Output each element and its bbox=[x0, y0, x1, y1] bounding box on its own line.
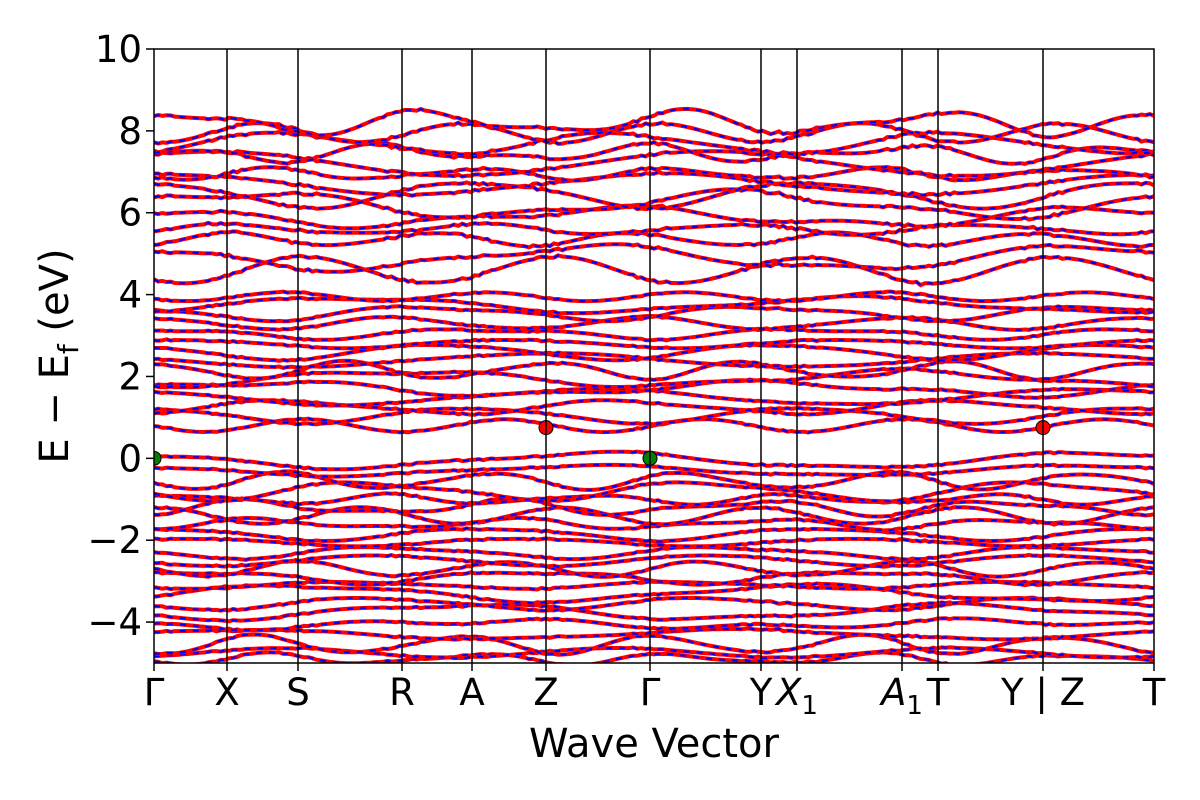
y-tick-label: −4 bbox=[87, 601, 142, 644]
band-line-red bbox=[154, 569, 1154, 588]
band-line-red bbox=[154, 536, 1154, 549]
band-line-blue bbox=[154, 188, 1154, 221]
y-tick-label: 2 bbox=[118, 355, 142, 398]
x-tick-label: R bbox=[389, 671, 415, 714]
x-tick-label: X bbox=[214, 671, 239, 714]
x-tick-label: A bbox=[459, 671, 484, 714]
band-line-blue bbox=[154, 505, 1154, 526]
y-tick-label: 0 bbox=[118, 437, 142, 480]
k-point-lines bbox=[226, 49, 1044, 663]
x-tick-label: S bbox=[286, 671, 310, 714]
y-tick-label: 10 bbox=[95, 28, 142, 71]
band-line-blue bbox=[154, 141, 1154, 166]
band-extremum-marker bbox=[154, 450, 162, 466]
band-line-blue bbox=[154, 165, 1154, 182]
band-line-blue bbox=[154, 497, 1154, 518]
y-tick-label: −2 bbox=[87, 519, 142, 562]
y-tick-label: 8 bbox=[118, 110, 142, 153]
band-line-blue bbox=[154, 243, 1154, 273]
band-line-blue bbox=[154, 230, 1154, 249]
y-axis-label: E − Ef (eV) bbox=[32, 248, 85, 463]
x-tick-label: T bbox=[1142, 671, 1166, 714]
band-line-red bbox=[154, 342, 1154, 363]
band-line-red bbox=[154, 616, 1154, 633]
band-line-blue bbox=[154, 559, 1154, 579]
band-line-red bbox=[154, 581, 1154, 606]
y-tick-label: 6 bbox=[118, 192, 142, 235]
band-line-red bbox=[154, 229, 1154, 250]
band-line-red bbox=[154, 600, 1154, 624]
band-line-red bbox=[154, 462, 1154, 479]
band-line-blue bbox=[154, 398, 1154, 416]
band-line-blue bbox=[154, 181, 1154, 211]
band-line-blue bbox=[154, 254, 1154, 287]
band-line-blue bbox=[154, 221, 1154, 236]
band-line-red bbox=[154, 544, 1154, 562]
band-line-red bbox=[154, 289, 1154, 304]
x-tick-label: X1 bbox=[774, 671, 818, 721]
y-axis-label-sub: f bbox=[52, 343, 85, 354]
band-line-red bbox=[154, 552, 1154, 569]
band-line-blue bbox=[154, 480, 1154, 503]
x-tick-label: T bbox=[926, 671, 950, 714]
band-line-blue bbox=[154, 171, 1154, 197]
x-tick-label: Y bbox=[749, 671, 773, 714]
band-line-blue bbox=[154, 596, 1154, 612]
bands-layer bbox=[154, 106, 1154, 663]
y-axis: −4 −2 0 2 4 6 8 10 bbox=[87, 28, 154, 644]
x-tick-label: Z bbox=[533, 671, 558, 714]
x-tick-label: Y | Z bbox=[1000, 671, 1085, 714]
y-axis-label-main: E − E bbox=[32, 354, 78, 464]
band-line-blue bbox=[154, 149, 1154, 178]
markers-layer bbox=[154, 420, 1051, 466]
plot-frame bbox=[153, 48, 1155, 664]
x-tick-label: Γ bbox=[640, 671, 661, 714]
band-line-red bbox=[154, 626, 1154, 642]
x-axis-label: Wave Vector bbox=[529, 721, 780, 767]
band-line-red bbox=[154, 140, 1154, 166]
y-tick-label: 4 bbox=[118, 274, 142, 317]
band-line-red bbox=[154, 366, 1154, 390]
band-line-red bbox=[154, 526, 1154, 544]
band-line-blue bbox=[154, 633, 1154, 656]
x-tick-label: A1 bbox=[879, 671, 923, 721]
band-line-red bbox=[154, 337, 1154, 351]
band-line-red bbox=[154, 304, 1154, 324]
band-line-red bbox=[154, 491, 1154, 507]
band-line-blue bbox=[154, 417, 1154, 434]
band-line-blue bbox=[154, 359, 1154, 382]
band-line-blue bbox=[154, 651, 1154, 663]
band-line-red bbox=[154, 405, 1154, 427]
x-tick-label: Γ bbox=[144, 671, 165, 714]
band-line-red bbox=[154, 294, 1154, 316]
y-axis-label-tail: (eV) bbox=[32, 248, 78, 344]
band-line-blue bbox=[154, 107, 1154, 139]
band-line-red bbox=[154, 377, 1154, 400]
band-line-red bbox=[154, 397, 1154, 417]
band-line-red bbox=[154, 326, 1154, 343]
